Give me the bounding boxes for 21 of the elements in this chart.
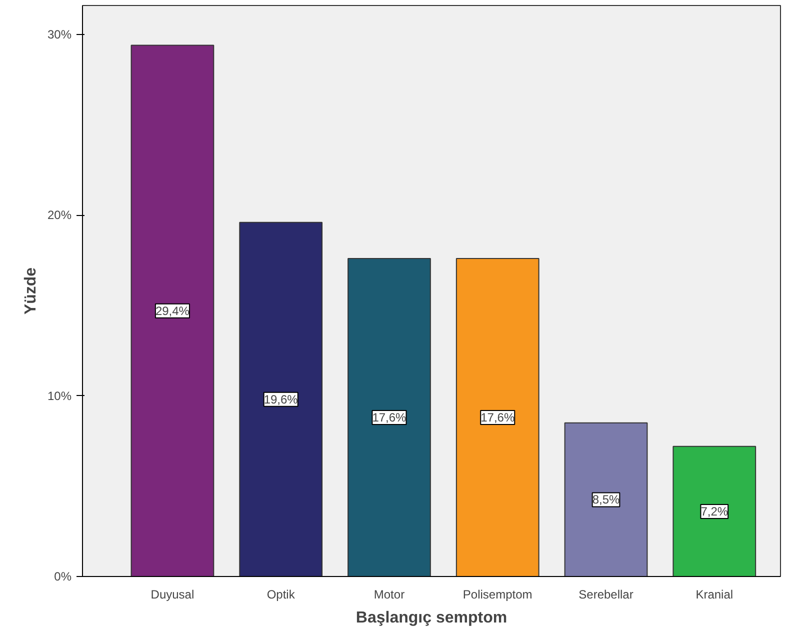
y-tick-label: 20% [47,208,72,222]
y-tick-label: 30% [47,27,72,42]
x-tick-label: Serebellar [578,588,634,602]
data-label: 29,4% [155,304,190,318]
y-tick-label: 0% [54,570,72,584]
bar [564,422,648,576]
x-tick-label: Optik [266,588,296,602]
y-axis-title: Yüzde [22,267,40,315]
bar [348,258,431,576]
data-label: 19,6% [264,392,298,406]
x-tick-label: Motor [374,588,405,602]
x-tick-label: Kranial [696,588,734,602]
bar [130,44,214,576]
data-label: 17,6% [480,410,515,424]
x-axis-title: Başlangıç semptom [356,610,508,626]
bar [239,222,323,576]
bar [672,446,756,576]
y-tick-label: 10% [47,388,72,403]
bar [456,258,540,576]
x-tick-label: Polisemptom [462,588,532,602]
x-tick-label: Duyusal [150,588,194,602]
